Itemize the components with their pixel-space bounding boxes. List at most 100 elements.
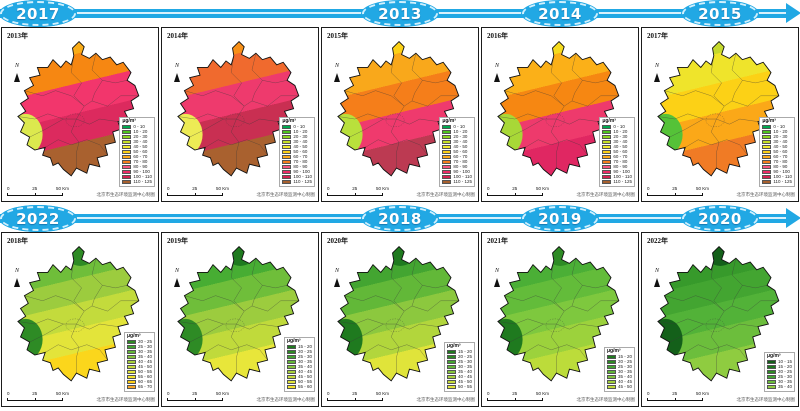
legend-rows: 0 - 10 10 - 20 20 - 30 30 - 40 40 - 50 50 - 6… bbox=[602, 124, 632, 184]
legend-row: 60 - 70 bbox=[122, 154, 152, 159]
legend-swatch bbox=[282, 155, 292, 159]
legend-row: 55 - 60 bbox=[126, 374, 152, 379]
map-legend: μg/m³ 15 - 20 20 - 25 25 - 30 30 - 35 35 - 4… bbox=[603, 347, 635, 392]
legend-swatch bbox=[122, 125, 132, 129]
legend-row: 20 - 30 bbox=[282, 134, 312, 139]
legend-swatch bbox=[446, 385, 456, 389]
legend-swatch bbox=[286, 370, 296, 374]
map-legend: μg/m³ 15 - 20 20 - 25 25 - 30 30 - 35 35 - 4… bbox=[283, 337, 315, 392]
legend-label: 25 - 30 bbox=[137, 344, 152, 349]
legend-row: 40 - 45 bbox=[446, 374, 472, 379]
legend-swatch bbox=[766, 380, 776, 384]
legend-swatch bbox=[602, 170, 612, 174]
legend-row: 0 - 10 bbox=[122, 124, 152, 129]
legend-swatch bbox=[126, 365, 136, 369]
legend-row: 40 - 45 bbox=[126, 359, 152, 364]
legend-row: 25 - 30 bbox=[606, 364, 632, 369]
legend-label: 15 - 20 bbox=[457, 349, 472, 354]
north-triangle bbox=[334, 278, 340, 287]
map-legend: μg/m³ 15 - 20 20 - 25 25 - 30 30 - 35 35 - 4… bbox=[443, 342, 475, 392]
legend-row: 20 - 25 bbox=[286, 349, 312, 354]
beijing-contour-map bbox=[497, 245, 620, 382]
legend-label: 65 - 70 bbox=[137, 384, 152, 389]
scale-bar: 0 25 50 Km bbox=[327, 186, 389, 196]
legend-rows: 0 - 10 10 - 20 20 - 30 30 - 40 40 - 50 50 - 6… bbox=[442, 124, 472, 184]
legend-swatch bbox=[282, 125, 292, 129]
legend-swatch bbox=[606, 375, 616, 379]
map-panel-2014: 2014年 N bbox=[161, 27, 319, 202]
legend-row: 50 - 55 bbox=[126, 369, 152, 374]
legend-swatch bbox=[442, 180, 452, 184]
legend-row: 110 - 125 bbox=[442, 179, 472, 184]
legend-swatch bbox=[606, 380, 616, 384]
legend-label: 20 - 25 bbox=[777, 369, 792, 374]
legend-row: 20 - 25 bbox=[766, 369, 792, 374]
legend-row: 50 - 60 bbox=[602, 149, 632, 154]
north-letter: N bbox=[654, 268, 659, 274]
map-panel-2018: 2018年 N bbox=[1, 232, 159, 407]
scale-bar-midtick bbox=[515, 193, 516, 196]
legend-label: 90 - 100 bbox=[773, 169, 790, 174]
scale-bar-midtick bbox=[195, 193, 196, 196]
beijing-outline bbox=[657, 245, 780, 382]
panel-year-label: 2021年 bbox=[487, 237, 508, 245]
panel-year-label: 2013年 bbox=[7, 32, 28, 40]
scale-bar: 0 25 50 Km bbox=[647, 186, 709, 196]
north-triangle bbox=[174, 278, 180, 287]
panel-year-label: 2019年 bbox=[167, 237, 188, 245]
scale-bar: 0 25 50 Km bbox=[487, 391, 549, 401]
legend-swatch bbox=[282, 135, 292, 139]
legend-row: 25 - 30 bbox=[446, 359, 472, 364]
legend-label: 50 - 60 bbox=[773, 149, 788, 154]
legend-swatch bbox=[282, 140, 292, 144]
legend-row: 25 - 30 bbox=[766, 374, 792, 379]
scale-label-25: 25 bbox=[672, 391, 678, 396]
panel-year-label: 2018年 bbox=[7, 237, 28, 245]
scale-label-25: 25 bbox=[512, 186, 518, 191]
legend-label: 70 - 80 bbox=[453, 159, 468, 164]
legend-row: 55 - 60 bbox=[286, 384, 312, 389]
legend-row: 110 - 125 bbox=[282, 179, 312, 184]
year-oval-2022: 2022 bbox=[0, 206, 76, 231]
legend-swatch bbox=[122, 175, 132, 179]
north-triangle bbox=[494, 278, 500, 287]
legend-label: 110 - 125 bbox=[773, 179, 792, 184]
legend-swatch bbox=[602, 135, 612, 139]
scale-label-25: 25 bbox=[352, 391, 358, 396]
scale-label-50: 50 Km bbox=[55, 391, 69, 396]
scale-label-50: 50 Km bbox=[695, 186, 709, 191]
north-triangle bbox=[494, 73, 500, 82]
legend-label: 70 - 80 bbox=[773, 159, 788, 164]
legend-row: 110 - 125 bbox=[762, 179, 792, 184]
legend-swatch bbox=[602, 140, 612, 144]
legend-label: 0 - 10 bbox=[613, 124, 625, 129]
year-label: 2015 bbox=[698, 4, 742, 23]
legend-label: 20 - 30 bbox=[133, 134, 148, 139]
legend-swatch bbox=[442, 155, 452, 159]
legend-row: 25 - 30 bbox=[286, 354, 312, 359]
legend-unit-label: μg/m³ bbox=[122, 118, 136, 124]
legend-label: 80 - 90 bbox=[133, 164, 148, 169]
legend-label: 70 - 80 bbox=[613, 159, 628, 164]
legend-swatch bbox=[442, 175, 452, 179]
scale-bar: 0 25 50 Km bbox=[487, 186, 549, 196]
legend-label: 25 - 30 bbox=[457, 359, 472, 364]
beijing-contour-map bbox=[657, 245, 780, 382]
legend-swatch bbox=[126, 345, 136, 349]
legend-row: 0 - 10 bbox=[762, 124, 792, 129]
district-boundaries bbox=[17, 258, 139, 374]
legend-row: 35 - 40 bbox=[766, 384, 792, 389]
legend-unit-label: μg/m³ bbox=[282, 118, 296, 124]
scale-label-0: 0 bbox=[167, 391, 170, 396]
legend-swatch bbox=[282, 180, 292, 184]
year-oval-2019: 2019 bbox=[522, 206, 598, 231]
scale-label-50: 50 Km bbox=[215, 186, 229, 191]
legend-swatch bbox=[606, 365, 616, 369]
legend-swatch bbox=[286, 375, 296, 379]
legend-unit-label: μg/m³ bbox=[762, 118, 776, 124]
legend-label: 110 - 125 bbox=[453, 179, 472, 184]
map-panel-2022: 2022年 N bbox=[641, 232, 799, 407]
legend-swatch bbox=[286, 350, 296, 354]
legend-swatch bbox=[762, 140, 772, 144]
legend-label: 40 - 50 bbox=[613, 144, 628, 149]
